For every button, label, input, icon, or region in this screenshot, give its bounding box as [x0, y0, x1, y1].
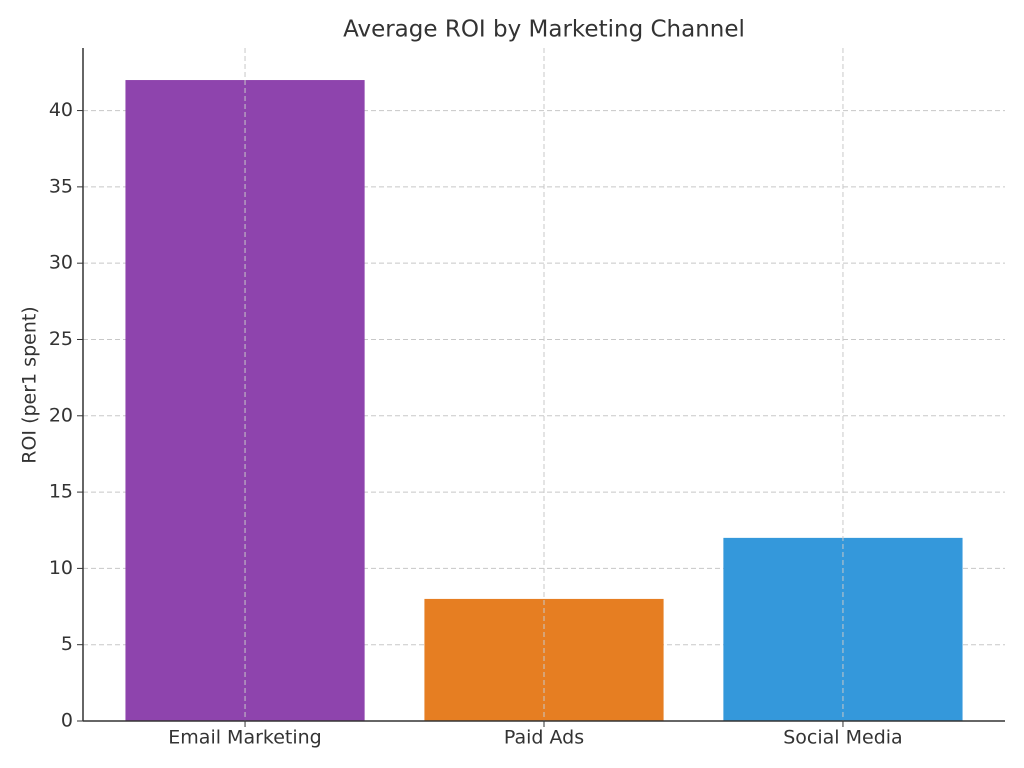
x-tick-label: Email Marketing — [168, 727, 321, 749]
x-tick-label: Paid Ads — [504, 727, 584, 749]
y-tick-label: 15 — [49, 481, 73, 503]
bar — [723, 537, 963, 721]
x-tick-label: Social Media — [783, 727, 902, 749]
y-tick-label: 20 — [49, 404, 73, 426]
y-tick-label: 25 — [49, 328, 73, 350]
y-tick-label: 40 — [49, 99, 73, 121]
y-tick-label: 0 — [61, 710, 73, 732]
y-axis-label: ROI (per1 spent) — [19, 306, 41, 463]
y-tick-label: 10 — [49, 557, 73, 579]
y-tick-label: 35 — [49, 175, 73, 197]
y-tick-label: 30 — [49, 252, 73, 274]
chart-title: Average ROI by Marketing Channel — [343, 17, 745, 43]
y-tick-label: 5 — [61, 633, 73, 655]
